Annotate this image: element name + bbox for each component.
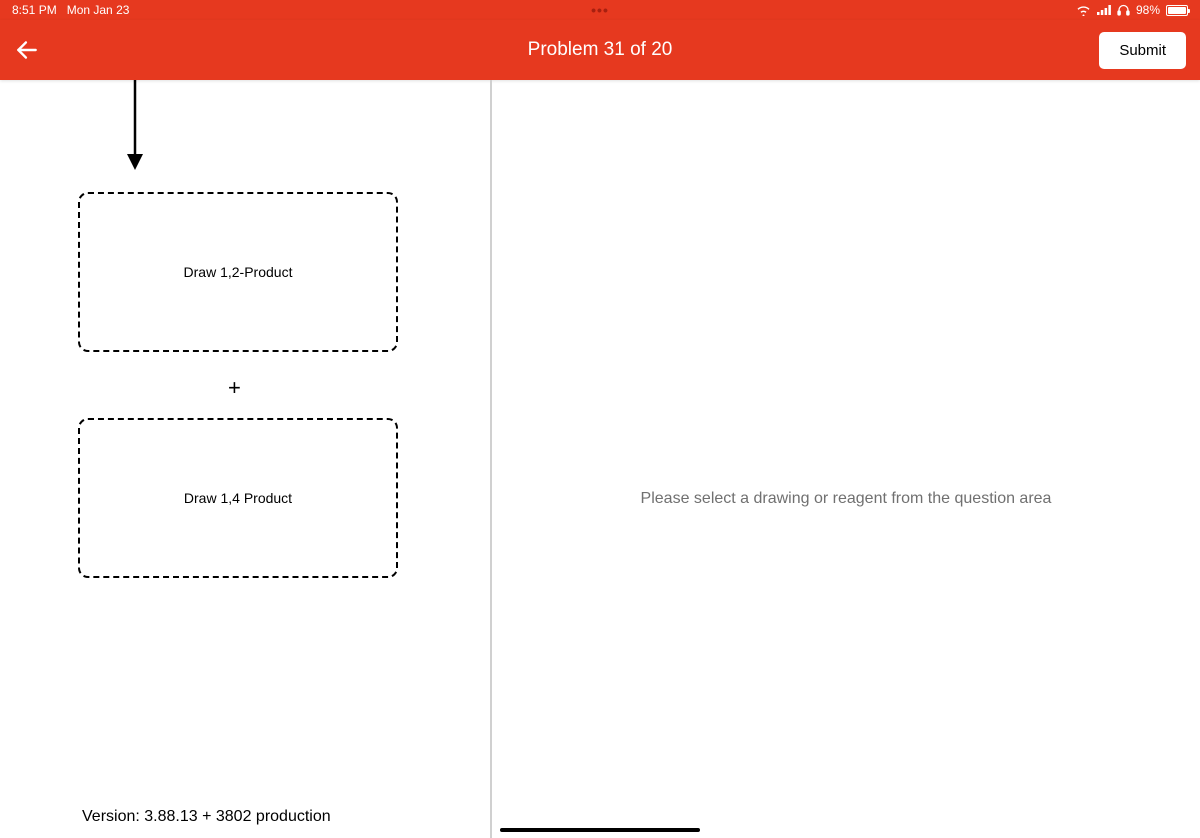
status-time: 8:51 PM	[12, 3, 57, 17]
multitasking-dots-icon[interactable]: •••	[591, 2, 609, 18]
plus-separator: +	[228, 375, 241, 401]
instruction-text: Please select a drawing or reagent from …	[641, 490, 1052, 508]
draw-box-1-2-product[interactable]: Draw 1,2-Product	[78, 192, 398, 352]
answer-panel: Please select a drawing or reagent from …	[492, 80, 1200, 838]
question-panel: Draw 1,2-Product + Draw 1,4 Product Vers…	[0, 80, 490, 838]
status-date: Mon Jan 23	[67, 3, 130, 17]
nav-bar: Problem 31 of 20 Submit	[0, 20, 1200, 80]
draw-box-1-4-product[interactable]: Draw 1,4 Product	[78, 418, 398, 578]
battery-icon	[1166, 5, 1188, 16]
signal-icon	[1097, 5, 1111, 15]
draw-box-label: Draw 1,4 Product	[184, 490, 292, 506]
back-button[interactable]	[14, 37, 40, 63]
arrow-left-icon	[14, 37, 40, 63]
submit-button[interactable]: Submit	[1099, 32, 1186, 69]
draw-box-label: Draw 1,2-Product	[184, 264, 293, 280]
wifi-icon	[1076, 5, 1091, 16]
home-indicator[interactable]	[500, 828, 700, 832]
version-text: Version: 3.88.13 + 3802 production	[82, 808, 331, 826]
battery-percent: 98%	[1136, 3, 1160, 17]
reaction-arrow-icon	[125, 80, 145, 172]
status-bar: 8:51 PM Mon Jan 23 ••• 98%	[0, 0, 1200, 20]
headphones-icon	[1117, 4, 1130, 16]
page-title: Problem 31 of 20	[528, 39, 673, 61]
